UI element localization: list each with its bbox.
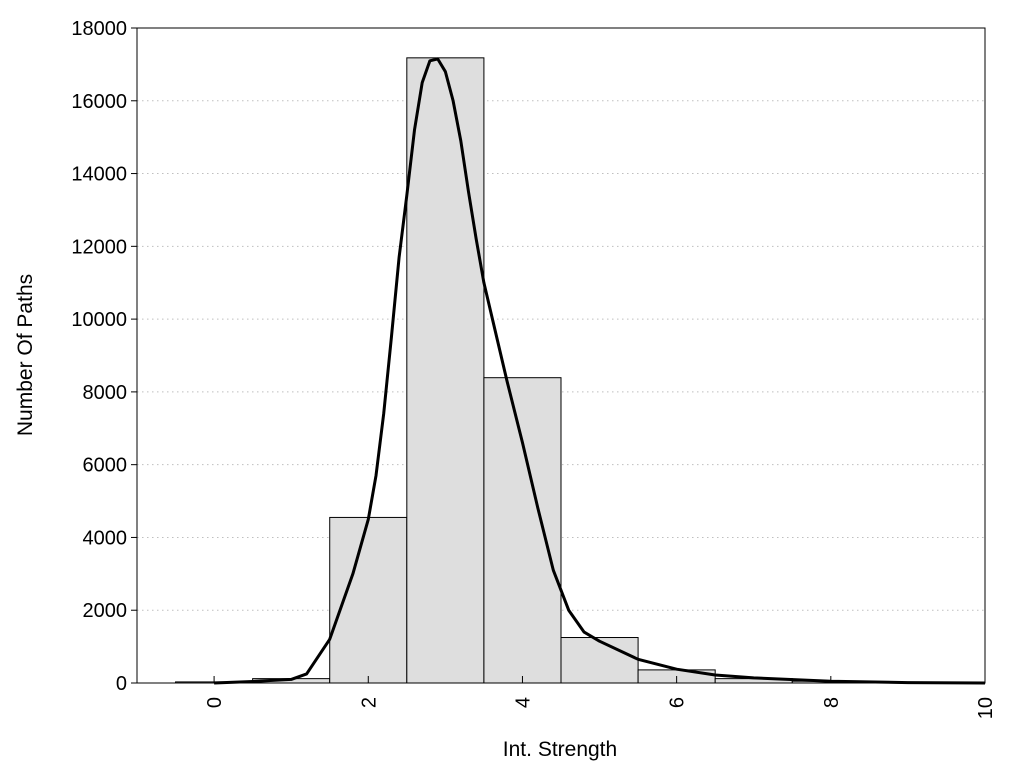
x-tick-label: 0 <box>204 697 226 708</box>
histogram-bar <box>560 637 639 684</box>
x-tick-label: 4 <box>512 697 534 708</box>
y-tick-label: 12000 <box>71 236 127 258</box>
y-axis-ticks: 0 2000 4000 6000 8000 10000 12000 14000 16000 180… <box>71 18 137 695</box>
x-tick-label: 10 <box>975 697 997 719</box>
histogram-bar <box>329 516 408 684</box>
y-tick-label: 10000 <box>71 309 127 331</box>
fit-curve-group <box>214 57 986 685</box>
plot-frame <box>136 27 986 684</box>
y-tick-label: 14000 <box>71 164 127 186</box>
y-tick-label: 6000 <box>83 455 128 477</box>
y-tick-label: 18000 <box>71 18 127 40</box>
y-axis-label: Number Of Paths <box>14 274 37 436</box>
x-tick-label: 6 <box>667 697 689 708</box>
y-tick-label: 8000 <box>83 382 128 404</box>
grid-lines <box>137 100 985 611</box>
histogram-bars <box>175 57 947 684</box>
x-axis-ticks: 0 2 4 6 8 10 <box>204 676 997 719</box>
x-tick-label: 8 <box>821 697 843 708</box>
x-axis-label: Int. Strength <box>503 738 617 761</box>
y-tick-label: 4000 <box>83 527 128 549</box>
x-tick-label: 2 <box>358 697 380 708</box>
y-tick-label: 0 <box>116 673 127 695</box>
y-tick-label: 16000 <box>71 91 127 113</box>
y-tick-label: 2000 <box>83 600 128 622</box>
histogram-bar <box>406 57 485 684</box>
fit-curve-line <box>214 57 986 685</box>
histogram-bar <box>483 377 562 684</box>
